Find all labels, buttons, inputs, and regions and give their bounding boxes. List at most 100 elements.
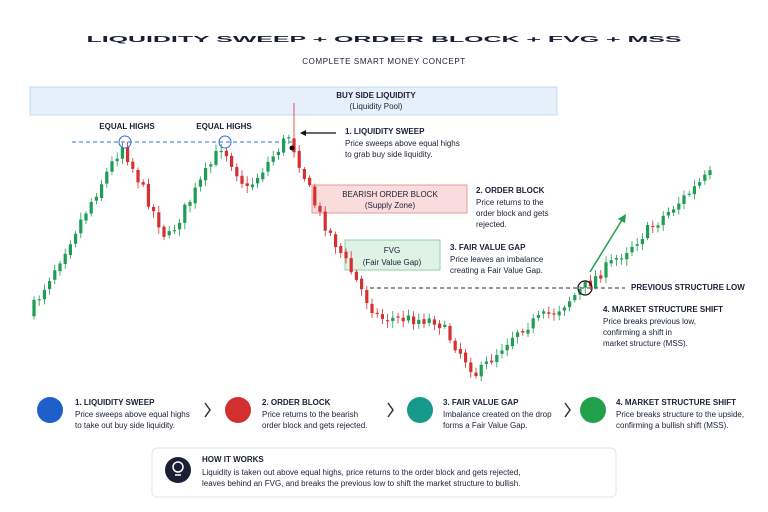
candle-body: [68, 244, 72, 256]
candle-body: [63, 253, 67, 264]
candle-body: [328, 230, 332, 233]
candle-body: [666, 211, 670, 216]
candle-body: [245, 183, 249, 187]
candle-body: [58, 263, 62, 272]
candle-body: [318, 205, 322, 212]
candle-body: [100, 184, 104, 198]
candle-body: [375, 312, 379, 314]
title: LIQUIDITY SWEEP + ORDER BLOCK + FVG + MS…: [87, 35, 684, 44]
candle-body: [172, 230, 176, 232]
equal-high-marker: [118, 135, 132, 149]
candle-body: [308, 177, 312, 186]
candle-body: [609, 260, 613, 264]
candle-body: [110, 161, 114, 172]
step-title: 2. ORDER BLOCK: [262, 398, 331, 407]
annotation-title: 1. LIQUIDITY SWEEP: [345, 127, 425, 136]
candle-body: [604, 262, 608, 278]
candle-body: [302, 169, 306, 179]
candle-body: [287, 137, 291, 139]
how-title: HOW IT WORKS: [202, 455, 264, 464]
candle-body: [510, 337, 514, 347]
candle-body: [677, 203, 681, 210]
candle-body: [79, 219, 83, 234]
candle-body: [594, 276, 598, 288]
candle-body: [224, 150, 228, 157]
equal-highs-label: EQUAL HIGHS: [196, 122, 252, 131]
candle-body: [630, 246, 634, 253]
candle-body: [230, 155, 234, 167]
candle-body: [74, 233, 78, 244]
candle-body: [531, 318, 535, 329]
candle-body: [708, 170, 712, 176]
candle-body: [635, 244, 639, 246]
mss-arrow-head: [618, 214, 626, 223]
candle-body: [198, 179, 202, 187]
candle-body: [656, 225, 660, 228]
candle-body: [240, 175, 244, 184]
step-text: Price breaks structure to the upside,: [616, 410, 744, 419]
candle-body: [157, 212, 161, 228]
candle-body: [365, 290, 369, 303]
candle-body: [271, 156, 275, 162]
annotation-title: 4. MARKET STRUCTURE SHIFT: [603, 305, 723, 314]
candle-body: [183, 204, 187, 223]
step-text: Imbalance created on the drop: [443, 410, 552, 419]
step-text: confirming a bullish shift (MSS).: [616, 421, 728, 430]
step-title: 3. FAIR VALUE GAP: [443, 398, 519, 407]
candle-body: [126, 147, 130, 163]
candle-body: [703, 174, 707, 181]
candle-body: [401, 317, 405, 322]
subtitle: COMPLETE SMART MONEY CONCEPT: [302, 57, 466, 66]
annotation-text: Price leaves an imbalance: [450, 255, 544, 264]
candle-body: [500, 350, 504, 354]
candle-body: [162, 226, 166, 237]
candle-body: [438, 323, 442, 329]
equal-highs-label: EQUAL HIGHS: [99, 122, 155, 131]
annotation-text: Price sweeps above equal highs: [345, 139, 460, 148]
candle-body: [292, 138, 296, 153]
annotation-text: Price breaks previous low,: [603, 317, 696, 326]
candle-body: [188, 201, 192, 206]
candle-body: [422, 319, 426, 325]
candle-body: [432, 319, 436, 325]
how-text: leaves behind an FVG, and breaks the pre…: [202, 479, 520, 488]
step-chevron: [564, 402, 571, 418]
candle-body: [42, 289, 46, 300]
candle-body: [313, 186, 317, 206]
candle-body: [505, 344, 509, 351]
buy-side-title: BUY SIDE LIQUIDITY: [336, 91, 416, 100]
candle-body: [37, 299, 41, 301]
fvg-zone: [344, 239, 441, 271]
fvg-title: FVG: [384, 246, 400, 255]
candle-body: [547, 312, 551, 314]
order-block-title: BEARISH ORDER BLOCK: [342, 190, 438, 199]
bulb-glyph: [172, 461, 184, 473]
candle-body: [53, 270, 57, 280]
candle-body: [692, 186, 696, 195]
candle-body: [131, 161, 135, 169]
candle-body: [297, 150, 301, 168]
mss-marker: [577, 280, 593, 296]
candle-body: [526, 329, 530, 334]
candle-body: [360, 278, 364, 290]
candle-body: [94, 196, 98, 201]
candle-body: [557, 311, 561, 316]
step-text: forms a Fair Value Gap.: [443, 421, 527, 430]
candle-body: [391, 317, 395, 322]
buy-side-subtitle: (Liquidity Pool): [350, 102, 403, 111]
candle-body: [214, 150, 218, 165]
candle-body: [583, 282, 587, 288]
candle-body: [32, 299, 36, 317]
candle-body: [89, 202, 93, 214]
candle-body: [406, 315, 410, 321]
candle-body: [620, 258, 624, 260]
candle-body: [266, 161, 270, 172]
order-block-zone: [311, 184, 468, 214]
candle-body: [427, 318, 431, 324]
annotation-text: to grab buy side liquidity.: [345, 150, 432, 159]
step-chevron: [204, 402, 211, 418]
candle-body: [115, 158, 119, 162]
annotation-text: Price returns to the: [476, 198, 544, 207]
candle-body: [344, 251, 348, 259]
annotation-text: confirming a shift in: [603, 328, 672, 337]
